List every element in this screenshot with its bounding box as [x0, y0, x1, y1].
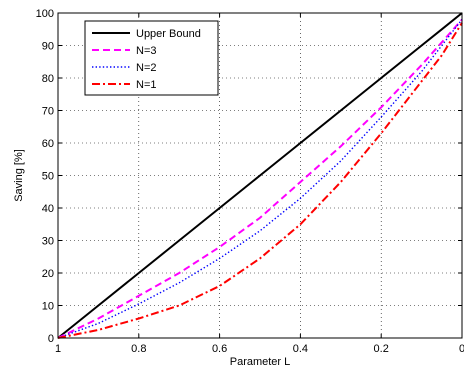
- y-tick-label: 50: [42, 171, 54, 183]
- legend-label: N=3: [136, 45, 157, 57]
- legend-label: Upper Bound: [136, 28, 201, 40]
- legend: Upper Bound N=3 N=2 N=1: [84, 20, 219, 96]
- y-tick-label: 100: [36, 8, 54, 20]
- series-line-upper-bound: [57, 12, 463, 339]
- y-tick-label: 10: [42, 301, 54, 313]
- x-tick-label: 0: [459, 343, 464, 355]
- axis-ticks: 1 0.8 0.6 0.4 0.2 0 0 10 20 30 40 50 60 70 80 90 100: [36, 8, 464, 355]
- series-line-n-3: [57, 18, 463, 339]
- x-tick-label: 0.2: [374, 343, 389, 355]
- y-tick-label: 0: [48, 333, 54, 345]
- series-line-n-2: [57, 19, 463, 339]
- x-tick-label: 0.4: [293, 343, 308, 355]
- y-tick-label: 20: [42, 268, 54, 280]
- y-tick-label: 90: [42, 41, 54, 53]
- y-tick-label: 30: [42, 236, 54, 248]
- x-tick-label: 0.6: [212, 343, 227, 355]
- y-axis-label: Saving [%]: [13, 149, 25, 202]
- series-group: [57, 12, 463, 339]
- grid: [58, 13, 462, 338]
- x-tick-label: 0.8: [131, 343, 146, 355]
- x-axis-label: Parameter L: [230, 356, 291, 367]
- y-tick-label: 70: [42, 106, 54, 118]
- x-tick-label: 1: [55, 343, 61, 355]
- legend-label: N=1: [136, 79, 157, 91]
- y-tick-label: 40: [42, 203, 54, 215]
- legend-label: N=2: [136, 62, 157, 74]
- y-tick-label: 60: [42, 138, 54, 150]
- series-line-n-1: [57, 22, 463, 339]
- y-tick-label: 80: [42, 73, 54, 85]
